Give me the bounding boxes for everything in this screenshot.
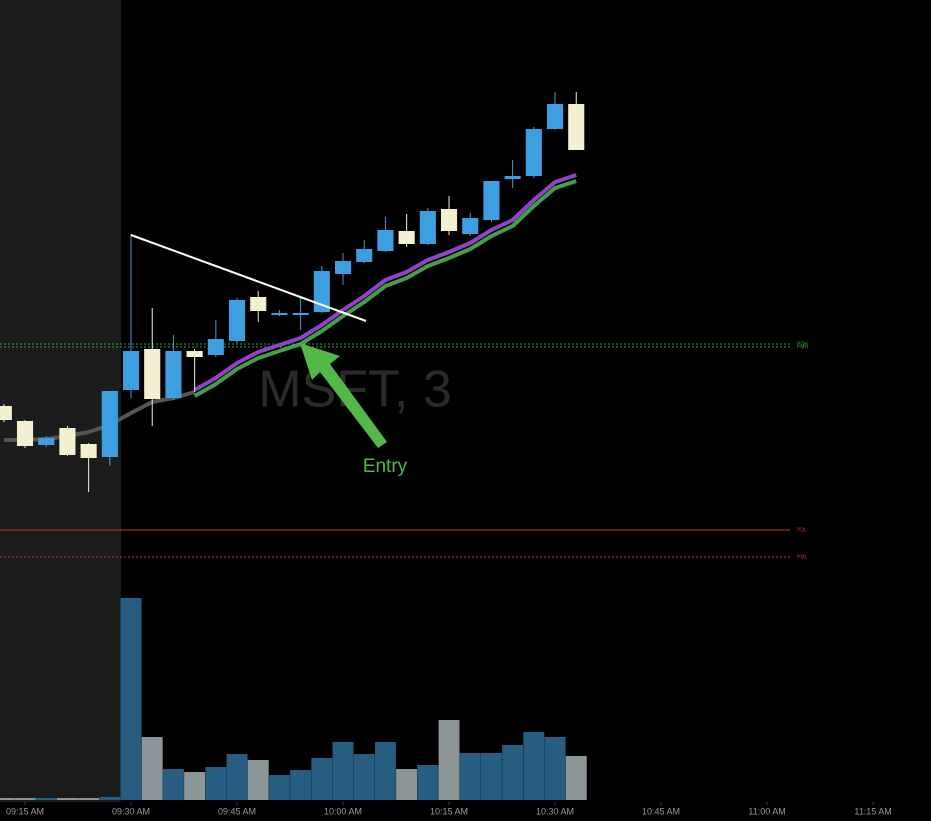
ma-line bbox=[193, 179, 577, 398]
candle-body bbox=[356, 249, 373, 262]
x-tick-label: 11:00 AM bbox=[748, 806, 785, 816]
volume-bar bbox=[14, 798, 36, 800]
x-tick-label: 10:00 AM bbox=[324, 806, 362, 816]
premarket-shade bbox=[0, 0, 121, 802]
volume-bar bbox=[417, 765, 439, 800]
volume-bar bbox=[396, 769, 418, 800]
volume-bar bbox=[268, 775, 290, 800]
x-tick-label: 10:15 AM bbox=[430, 806, 468, 816]
volume-bar bbox=[459, 753, 481, 800]
volume-bar bbox=[226, 754, 248, 800]
candle-body bbox=[462, 218, 479, 234]
x-tick-label: 11:15 AM bbox=[854, 806, 891, 816]
candle-body bbox=[292, 313, 309, 315]
level-label: PDL bbox=[797, 527, 807, 533]
candle-body bbox=[546, 104, 564, 129]
volume-bar bbox=[78, 798, 100, 800]
volume-bar bbox=[184, 772, 206, 800]
x-tick-label: 09:45 AM bbox=[218, 806, 256, 816]
candle-body bbox=[207, 339, 224, 355]
ma-line bbox=[193, 173, 577, 392]
volume-bar bbox=[311, 758, 333, 800]
candle-body bbox=[440, 209, 458, 231]
volume-bar bbox=[56, 798, 78, 800]
level-label: PML bbox=[797, 554, 808, 560]
candle-body bbox=[101, 391, 118, 457]
volume-bar bbox=[0, 798, 15, 800]
candle-body bbox=[122, 351, 140, 390]
volume-bar bbox=[35, 798, 57, 800]
candle-body bbox=[504, 176, 521, 179]
volume-bar bbox=[438, 720, 460, 800]
marks: 09:15 AM 09:30 AM 09:45 AM 10:00 AM 10:15 AM… bbox=[0, 92, 892, 816]
volume-bar bbox=[247, 760, 269, 800]
candle-body bbox=[0, 406, 12, 420]
candle-body bbox=[16, 421, 34, 446]
annotation: Entry bbox=[363, 456, 408, 477]
volume-bar bbox=[205, 767, 227, 800]
x-tick-label: 10:45 AM bbox=[642, 806, 680, 816]
level-label: PDH bbox=[797, 341, 808, 347]
candle-body bbox=[525, 129, 542, 176]
volume-bar bbox=[141, 737, 163, 800]
entry-arrow bbox=[300, 343, 387, 448]
candle-body bbox=[186, 351, 203, 357]
candle-body bbox=[398, 231, 415, 244]
x-tick-label: 10:30 AM bbox=[536, 806, 574, 816]
candle-body bbox=[419, 211, 436, 244]
volume-bar bbox=[162, 769, 184, 800]
candle-body bbox=[80, 444, 97, 458]
candle-body bbox=[250, 297, 267, 311]
candle-body bbox=[483, 181, 500, 220]
candle-body bbox=[59, 428, 76, 455]
volume-bar bbox=[565, 756, 587, 800]
volume-bar bbox=[99, 797, 121, 800]
level-label: PMH bbox=[797, 344, 809, 350]
volume-bar bbox=[120, 598, 142, 800]
x-tick-label: 09:15 AM bbox=[6, 806, 44, 816]
candle-body bbox=[38, 438, 55, 445]
volume-bar bbox=[290, 770, 312, 800]
trendline bbox=[130, 234, 367, 322]
volume-bar bbox=[353, 754, 375, 800]
candle-body bbox=[228, 300, 246, 341]
x-tick-label: 09:30 AM bbox=[112, 806, 150, 816]
volume-bar bbox=[502, 745, 524, 800]
candle-body bbox=[568, 104, 585, 150]
volume-bar bbox=[332, 742, 354, 800]
volume-bar bbox=[523, 732, 545, 800]
volume-bar bbox=[480, 753, 502, 800]
volume-bar bbox=[544, 737, 566, 800]
candle-body bbox=[334, 261, 352, 274]
candle-body bbox=[377, 230, 394, 251]
candle-body bbox=[271, 313, 288, 315]
candle-body bbox=[313, 271, 330, 312]
candle-body bbox=[165, 351, 182, 398]
ma-line bbox=[3, 390, 196, 442]
volume-bar bbox=[374, 742, 396, 800]
candle-body bbox=[144, 349, 161, 399]
